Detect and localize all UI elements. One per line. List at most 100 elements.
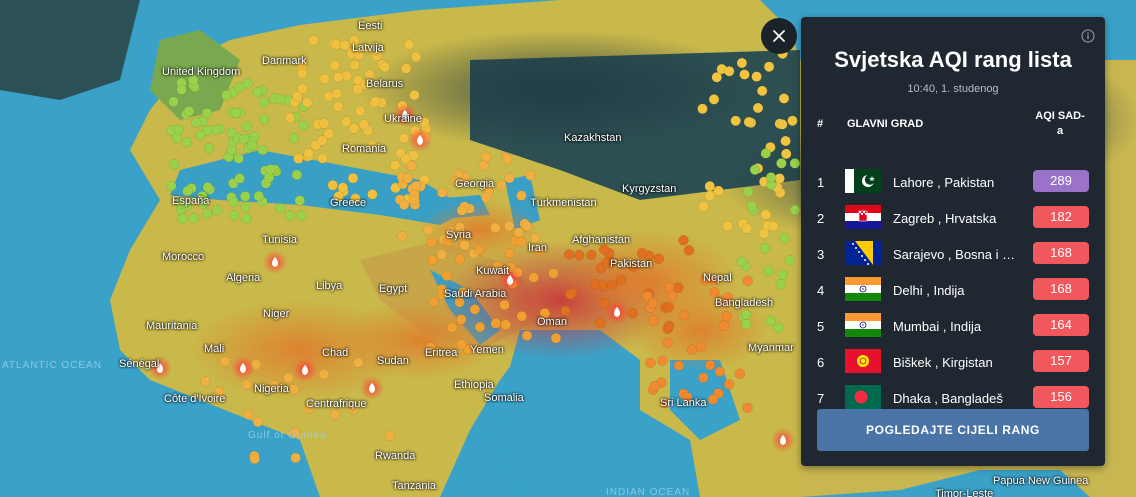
air-quality-station-dot [548, 268, 559, 279]
air-quality-station-dot [397, 231, 408, 242]
air-quality-station-dot [704, 190, 716, 202]
ranking-row[interactable]: 4 Delhi , Indija 168 [801, 273, 1105, 309]
pollution-haze [360, 30, 760, 150]
air-quality-station-dot [499, 299, 510, 311]
map-place-label: Myanmar [748, 342, 794, 354]
air-quality-station-dot [238, 133, 250, 145]
air-quality-station-dot [741, 223, 753, 234]
air-quality-station-dot [673, 360, 685, 371]
ranking-row-city[interactable]: Biškek , Kirgistan [893, 355, 993, 370]
map-place-label: Georgia [455, 178, 495, 190]
air-quality-station-dot [182, 185, 193, 197]
air-quality-station-dot [265, 164, 276, 175]
ranking-row[interactable]: 6 Biškek , Kirgistan 157 [801, 345, 1105, 381]
air-quality-station-dot [296, 57, 308, 68]
air-quality-station-dot [711, 71, 723, 83]
air-quality-station-dot [298, 120, 309, 131]
map-place-label: Morocco [162, 251, 205, 263]
air-quality-station-dot [241, 379, 253, 390]
air-quality-station-dot [410, 180, 422, 192]
ranking-row[interactable]: 7 Dhaka , Bangladeš 156 [801, 381, 1105, 417]
map-place-label: Syria [446, 229, 472, 241]
air-quality-station-dot [749, 164, 761, 176]
ranking-row-city[interactable]: Delhi , Indija [893, 283, 965, 298]
view-full-ranking-button[interactable]: POGLEDAJTE CIJELI RANG [817, 409, 1089, 451]
air-quality-station-dot [490, 222, 501, 234]
column-header-aqi: AQI SAD- a [1027, 109, 1093, 139]
map-place-label: Saudi Arabia [444, 288, 507, 300]
map-place-label: Sudan [377, 355, 409, 367]
air-quality-station-dot [595, 317, 606, 329]
landmass-north-sea [0, 0, 140, 100]
column-header-city: GLAVNI GRAD [847, 118, 924, 130]
ranking-row-city[interactable]: Zagreb , Hrvatska [893, 211, 997, 226]
air-quality-station-dot [353, 357, 364, 368]
air-quality-station-dot [288, 383, 300, 395]
air-quality-station-dot [371, 50, 382, 62]
air-quality-station-dot [657, 355, 668, 366]
ranking-row-rank: 1 [817, 175, 825, 190]
ranking-row-city[interactable]: Dhaka , Bangladeš [893, 391, 1003, 406]
ranking-row[interactable]: 3 Sarajevo , Bosna i Hercegovina 168 [801, 237, 1105, 273]
map-place-label: Gulf of Guinea [248, 430, 327, 441]
ranking-row-rank: 5 [817, 319, 825, 334]
air-quality-station-dot [529, 232, 541, 244]
air-quality-station-dot [550, 333, 562, 344]
ranking-row[interactable]: 1 Lahore , Pakistan 289 [801, 165, 1105, 201]
air-quality-station-dot [647, 315, 659, 326]
ranking-row-city[interactable]: Lahore , Pakistan [893, 175, 995, 190]
country-flag-icon [845, 349, 881, 373]
map-place-label: Somalia [484, 392, 524, 404]
air-quality-station-dot [474, 244, 485, 256]
map-place-label: Belarus [366, 78, 404, 90]
air-quality-station-dot [709, 287, 720, 298]
air-quality-station-dot [177, 213, 188, 224]
air-quality-station-dot [627, 261, 639, 272]
air-quality-station-dot [402, 172, 414, 184]
air-quality-station-dot [242, 78, 253, 89]
ranking-row[interactable]: 2 Zagreb , Hrvatska 182 [801, 201, 1105, 237]
ranking-row-city[interactable]: Mumbai , Indija [893, 319, 982, 334]
air-quality-station-dot [303, 403, 315, 415]
air-quality-station-dot [221, 90, 232, 101]
air-quality-station-dot [682, 391, 693, 403]
air-quality-station-dot [463, 344, 474, 356]
fire-icon [507, 275, 513, 285]
close-button[interactable] [761, 18, 797, 54]
info-icon[interactable] [1081, 29, 1095, 43]
air-quality-station-dot [778, 233, 790, 244]
air-quality-station-dot [534, 245, 545, 256]
air-quality-station-dot [708, 94, 720, 105]
map-place-label: Eesti [358, 20, 383, 32]
air-quality-station-dot [274, 202, 286, 214]
air-quality-station-dot [283, 372, 294, 383]
ranking-row[interactable]: 5 Mumbai , Indija 164 [801, 309, 1105, 345]
air-quality-station-dot [219, 356, 231, 367]
air-quality-station-dot [333, 191, 344, 202]
country-flag-icon [845, 313, 881, 337]
air-quality-station-dot [352, 84, 363, 95]
air-quality-station-dot [419, 117, 430, 128]
air-quality-station-dot [446, 322, 458, 333]
air-quality-station-dot [698, 201, 709, 212]
air-quality-station-dot [704, 181, 716, 192]
air-quality-station-dot [364, 69, 375, 80]
air-quality-station-dot [662, 337, 673, 349]
air-quality-station-dot [503, 220, 515, 232]
air-quality-station-dot [426, 237, 438, 248]
air-quality-station-dot [233, 153, 244, 164]
close-icon [773, 30, 785, 42]
air-quality-station-dot [246, 140, 258, 151]
ranking-row-rank: 7 [817, 391, 825, 406]
ranking-row-city[interactable]: Sarajevo , Bosna i Hercegovina [893, 247, 1021, 262]
country-flag-icon [845, 169, 881, 193]
air-quality-station-dot [330, 409, 341, 420]
air-quality-station-dot [181, 136, 193, 148]
air-quality-station-dot [341, 116, 352, 127]
air-quality-station-dot [627, 308, 638, 319]
air-quality-station-dot [249, 453, 260, 465]
map-place-label: Latvija [352, 42, 384, 54]
map-place-label: Kazakhstan [564, 132, 622, 144]
air-quality-station-dot [516, 236, 527, 247]
map-place-label: Danmark [262, 55, 307, 67]
